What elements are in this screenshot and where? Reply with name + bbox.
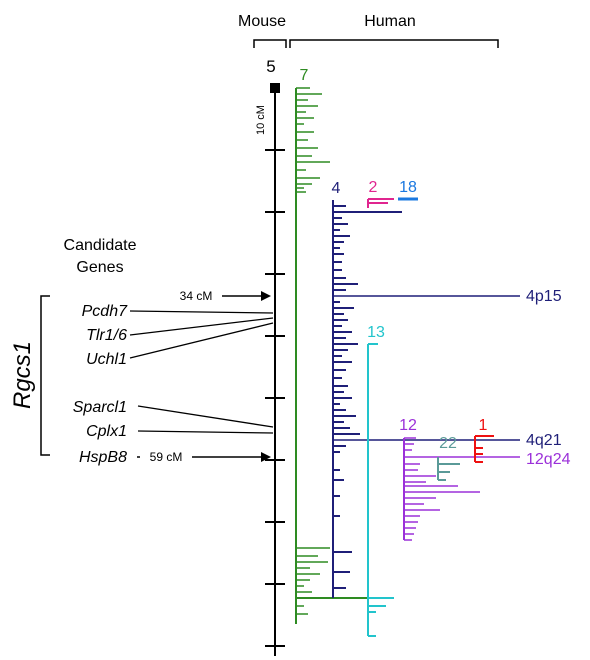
centromere-marker (270, 83, 280, 93)
marker-34cm-arrow (222, 291, 271, 301)
chromosome-4-block (332, 200, 520, 598)
chromosome-4-label: 4 (332, 180, 341, 197)
chromosome-1-label: 1 (479, 417, 488, 434)
scale-label: 10 cM (255, 105, 267, 135)
human-chromosome-blocks (295, 87, 520, 637)
gene-cplx1: Cplx1 (86, 423, 127, 440)
chromosome-7-label: 7 (300, 67, 309, 84)
chromosome-13-label: 13 (367, 324, 385, 341)
chromosome-22-block (437, 457, 460, 481)
chromosome-1-block (474, 435, 494, 463)
chromosome-2-block (367, 198, 394, 208)
gene-sparcl1: Sparcl1 (73, 399, 127, 416)
gene-uchl1: Uchl1 (86, 351, 127, 368)
candidate-title-line1: Candidate (64, 237, 137, 254)
marker-34cm-label: 34 cM (180, 289, 213, 303)
gene-tlr1-6: Tlr1/6 (86, 327, 127, 344)
mouse-header: Mouse (238, 13, 286, 30)
chromosome-7-block (295, 87, 380, 624)
gene-connector-lines (129, 310, 274, 434)
band-12q24-label: 12q24 (526, 451, 571, 468)
rgcs1-locus-label: Rgcs1 (9, 341, 36, 409)
mouse-bracket (253, 39, 287, 48)
marker-59cm-label: 59 cM (150, 450, 183, 464)
chromosome-13-block (367, 343, 394, 637)
marker-59cm-arrow (137, 452, 271, 462)
chromosome-22-label: 22 (439, 435, 457, 452)
chromosome-2-label: 2 (369, 179, 378, 196)
candidate-title-line2: Genes (76, 259, 123, 276)
band-4q21-label: 4q21 (526, 432, 562, 449)
chromosome-18-label: 18 (399, 179, 417, 196)
human-bracket (289, 39, 499, 48)
gene-hspb8: HspB8 (79, 449, 127, 466)
human-header: Human (364, 13, 416, 30)
gene-pcdh7: Pcdh7 (82, 303, 128, 320)
chromosome-12-label: 12 (399, 417, 417, 434)
band-4p15-label: 4p15 (526, 288, 562, 305)
mouse-chromosome-ticks (265, 149, 285, 647)
rgcs1-bracket (40, 295, 50, 456)
chromosome-12-block (403, 437, 520, 541)
mouse-chromosome-number: 5 (266, 57, 275, 76)
